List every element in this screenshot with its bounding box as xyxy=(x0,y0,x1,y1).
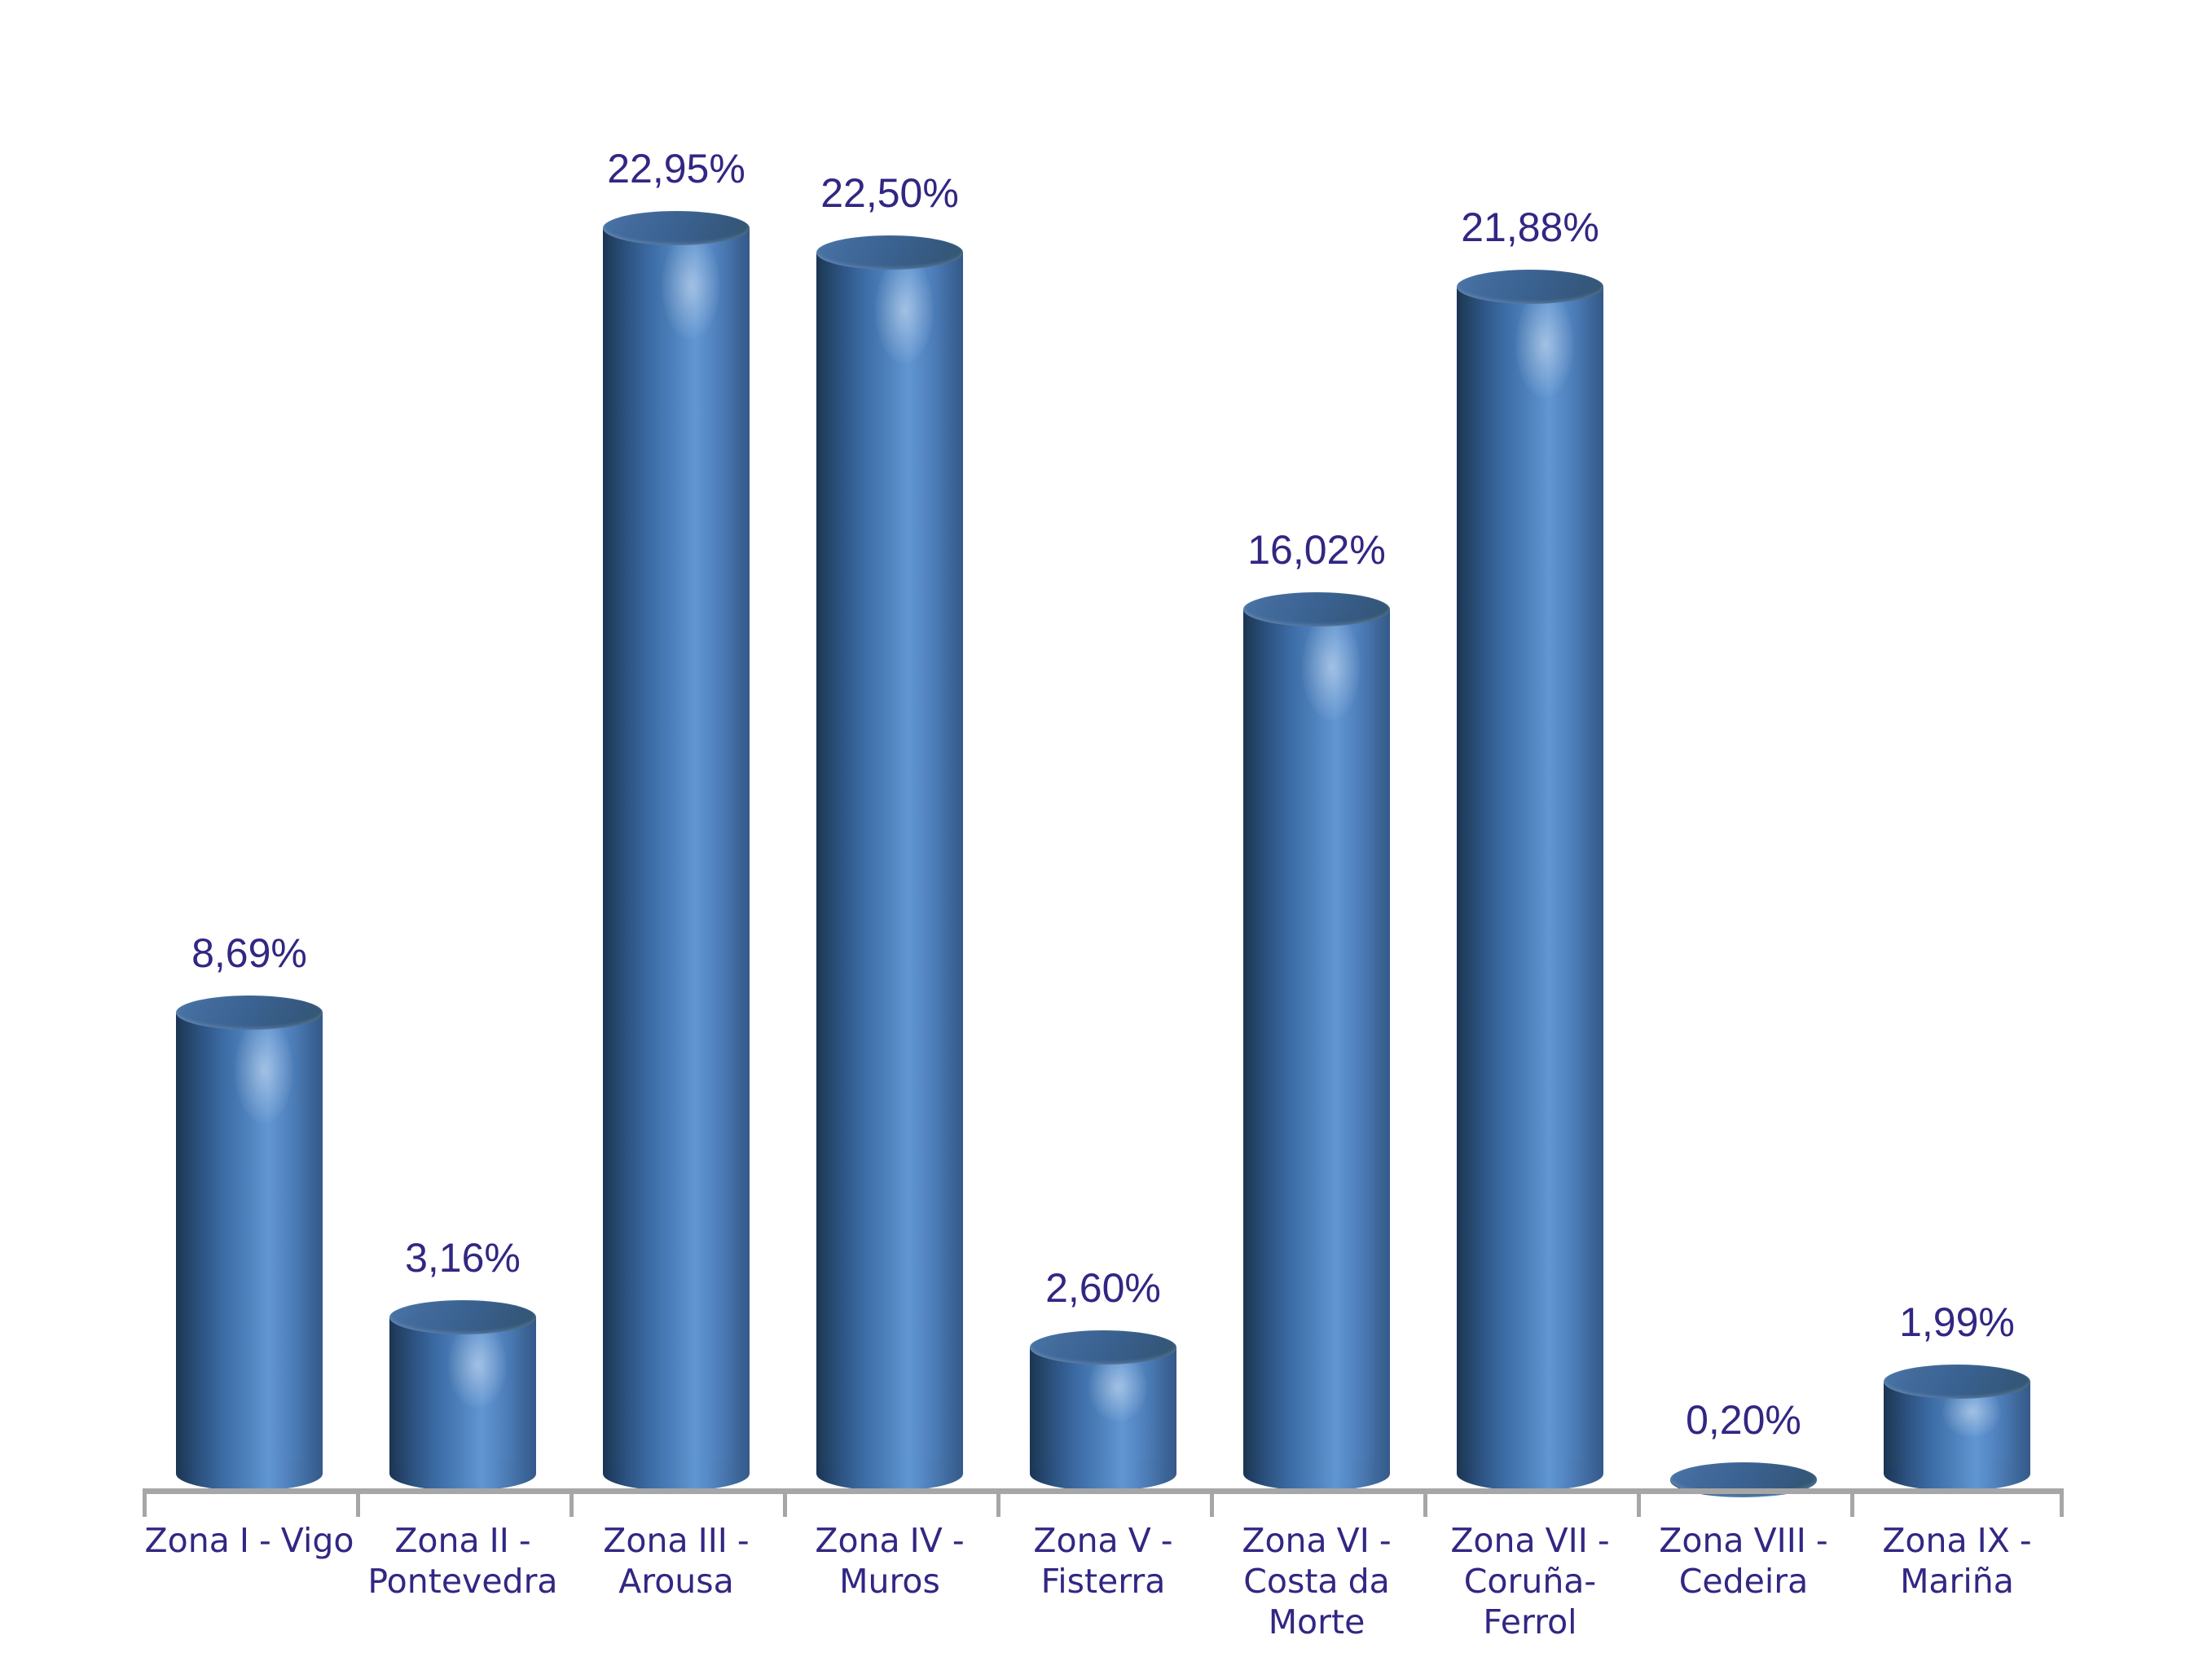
axis-tick xyxy=(356,1494,360,1517)
category-label-line: Cedeira xyxy=(1678,1562,1809,1602)
cylinder-top-cap xyxy=(1030,1330,1176,1365)
category-label-7: Zona VII - Coruña- Ferrol xyxy=(1423,1520,1637,1642)
category-label-line: Zona VII - xyxy=(1450,1521,1610,1560)
cylinder-top-cap xyxy=(603,211,750,245)
cylinder-body xyxy=(389,1316,536,1474)
bar-cylinder xyxy=(1457,270,1603,1508)
category-label-line: Ferrol xyxy=(1483,1602,1577,1642)
category-label-9: Zona IX - Mariña xyxy=(1850,1520,2064,1602)
axis-tick xyxy=(1423,1494,1427,1517)
axis-tick xyxy=(1637,1494,1641,1517)
category-label-line: Pontevedra xyxy=(367,1562,558,1602)
category-label-line: Zona III - xyxy=(603,1521,750,1560)
bar-value-label: 8,69% xyxy=(191,930,307,977)
cylinder-top-cap xyxy=(1884,1364,2030,1399)
cylinder-body xyxy=(1243,609,1390,1474)
category-label-line: Zona VI - xyxy=(1242,1521,1392,1560)
axis-tick xyxy=(2060,1494,2064,1517)
cylinder-bottom xyxy=(1884,1456,2030,1491)
bar-cylinder xyxy=(1670,1462,1817,1508)
bar-cylinder xyxy=(1030,1330,1176,1508)
bar-cylinder xyxy=(1243,592,1390,1508)
axis-tick xyxy=(1210,1494,1214,1517)
category-label-line: Costa da xyxy=(1243,1562,1390,1602)
category-label-line: Zona I - Vigo xyxy=(144,1521,354,1560)
cylinder-bottom xyxy=(1457,1456,1603,1491)
bar-cylinder xyxy=(1884,1364,2030,1508)
category-label-4: Zona IV - Muros xyxy=(783,1520,996,1602)
category-label-line: Zona VIII - xyxy=(1659,1521,1828,1560)
cylinder-top-cap xyxy=(176,996,323,1031)
category-label-1: Zona I - Vigo xyxy=(143,1520,356,1561)
axis-tick xyxy=(569,1494,574,1517)
category-label-2: Zona II - Pontevedra xyxy=(356,1520,569,1602)
category-label-line: Arousa xyxy=(618,1562,734,1602)
cylinder-bottom xyxy=(176,1456,323,1491)
category-label-line: Fisterra xyxy=(1040,1562,1166,1602)
cylinder-top-cap xyxy=(1243,592,1390,627)
bar-value-label: 16,02% xyxy=(1247,527,1386,574)
bar-cylinder xyxy=(176,996,323,1508)
category-label-3: Zona III - Arousa xyxy=(569,1520,783,1602)
category-label-line: Coruña- xyxy=(1463,1562,1597,1602)
category-label-line: Zona IV - xyxy=(815,1521,965,1560)
category-label-8: Zona VIII - Cedeira xyxy=(1637,1520,1850,1602)
category-label-line: Zona IX - xyxy=(1882,1521,2032,1560)
axis-line xyxy=(143,1488,2064,1494)
bar-value-label: 0,20% xyxy=(1686,1397,1801,1444)
cylinder-bottom xyxy=(1243,1456,1390,1491)
cylinder-bottom xyxy=(603,1457,750,1491)
bar-cylinder xyxy=(389,1299,536,1508)
axis-tick xyxy=(996,1494,1000,1517)
cylinder-body xyxy=(816,253,963,1474)
cylinder-body xyxy=(1457,287,1603,1474)
category-label-line: Zona II - xyxy=(394,1521,531,1560)
cylinder-body xyxy=(176,1013,323,1474)
cylinder-bottom xyxy=(389,1456,536,1491)
category-label-line: Muros xyxy=(839,1562,940,1602)
cylinder-body xyxy=(1030,1347,1176,1474)
category-label-6: Zona VI - Costa da Morte xyxy=(1210,1520,1423,1642)
category-label-line: Mariña xyxy=(1900,1562,2014,1602)
bar-cylinder xyxy=(816,235,963,1508)
bar-value-label: 2,60% xyxy=(1045,1265,1161,1312)
cylinder-body xyxy=(603,228,750,1474)
bar-value-label: 3,16% xyxy=(405,1234,521,1281)
bar-value-label: 22,95% xyxy=(607,146,745,191)
axis-tick xyxy=(143,1494,147,1517)
axis-tick xyxy=(783,1494,787,1517)
category-label-line: Morte xyxy=(1268,1602,1365,1642)
cylinder-top-cap xyxy=(1457,270,1603,305)
cylinder-bottom xyxy=(1030,1456,1176,1491)
axis-tick xyxy=(1850,1494,1854,1517)
category-label-line: Zona V - xyxy=(1033,1521,1173,1560)
bar-value-label: 21,88% xyxy=(1461,204,1599,251)
bar-cylinder xyxy=(603,211,750,1508)
bar-value-label: 22,50% xyxy=(820,170,959,217)
bar-value-label: 1,99% xyxy=(1899,1299,2015,1345)
category-label-5: Zona V - Fisterra xyxy=(996,1520,1210,1602)
cylinder-top-cap xyxy=(816,235,963,270)
cylinder-bottom xyxy=(816,1456,963,1491)
cylinder-top-cap xyxy=(389,1299,536,1334)
